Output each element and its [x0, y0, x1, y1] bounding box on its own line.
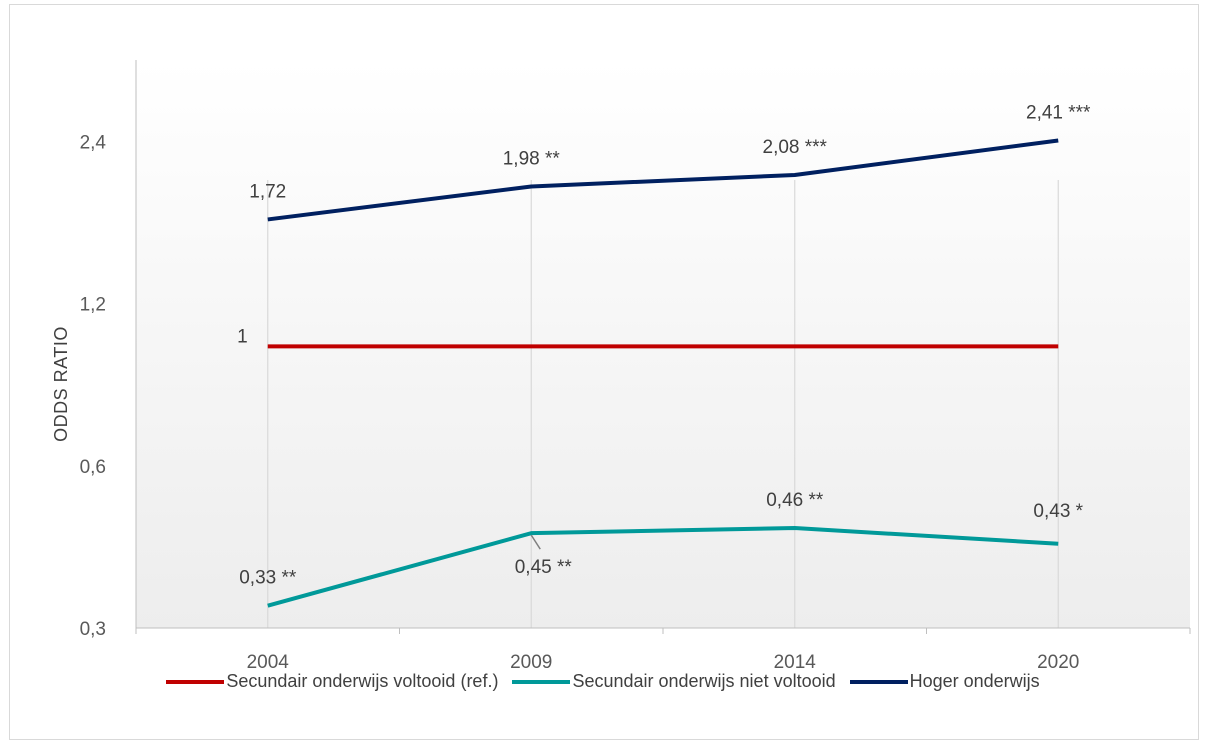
y-tick-label: 0,6: [80, 457, 106, 478]
data-label-1-2009: 0,45 **: [515, 557, 573, 578]
data-label-leader: [530, 534, 541, 550]
legend-label: Hoger onderwijs: [909, 671, 1040, 691]
plot-area: [136, 60, 1190, 628]
data-label-1-2004: 0,33 **: [239, 568, 297, 589]
y-axis-title: ODDS RATIO: [51, 326, 71, 442]
y-tick-label: 1,2: [80, 295, 106, 316]
legend: Secundair onderwijs voltooid (ref.) Secun…: [0, 671, 1206, 692]
series-line-2: [267, 138, 1059, 222]
legend-label: Secundair onderwijs niet voltooid: [572, 671, 836, 691]
data-label-1-2014: 0,46 **: [766, 490, 824, 511]
legend-swatch: [849, 679, 908, 684]
data-label-2-2009: 1,98 **: [503, 148, 561, 169]
x-tick-label-2014: 2014: [774, 652, 817, 673]
data-label-2-2020: 2,41 ***: [1026, 103, 1091, 124]
data-label-1-2020: 0,43 *: [1033, 501, 1083, 522]
legend-swatch: [512, 679, 571, 684]
legend-item-0: Secundair onderwijs voltooid (ref.): [166, 671, 498, 692]
legend-swatch: [166, 679, 225, 684]
x-tick-label-2020: 2020: [1037, 652, 1079, 673]
series-line-1: [267, 525, 1059, 608]
x-tick-label-2009: 2009: [510, 652, 552, 673]
data-label-2-2014: 2,08 ***: [763, 137, 828, 158]
data-label-2-2004: 1,72: [249, 181, 286, 202]
x-tick-label-2004: 2004: [247, 652, 290, 673]
legend-label: Secundair onderwijs voltooid (ref.): [226, 671, 499, 691]
y-tick-label: 0,3: [80, 619, 106, 640]
y-tick-label: 2,4: [80, 132, 107, 153]
legend-item-2: Hoger onderwijs: [849, 671, 1040, 692]
data-label-0-2004: 1: [237, 326, 248, 347]
legend-item-1: Secundair onderwijs niet voltooid: [512, 671, 836, 692]
